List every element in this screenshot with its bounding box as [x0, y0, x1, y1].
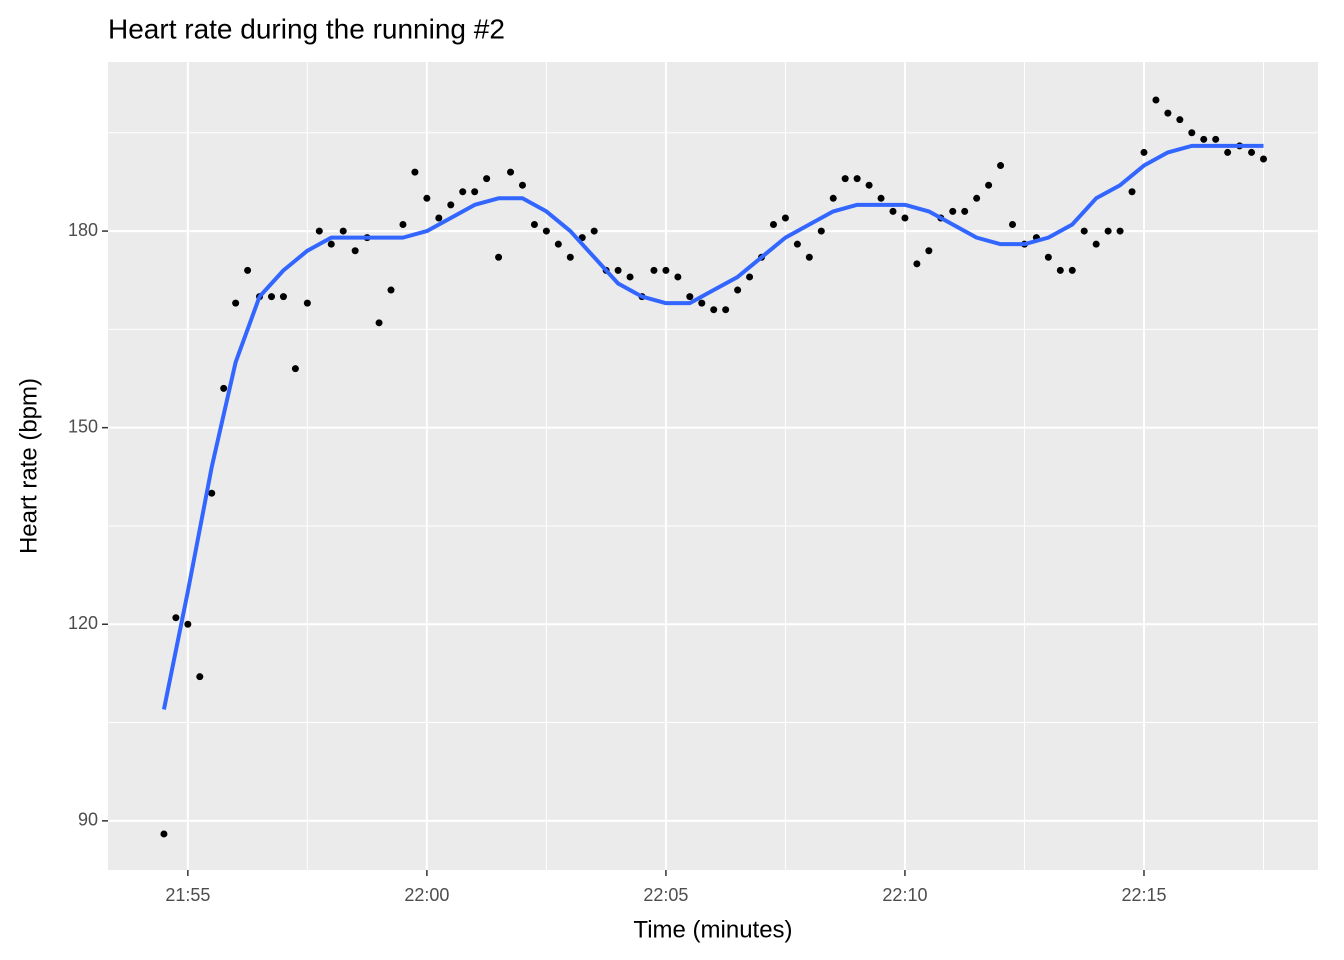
chart-title: Heart rate during the running #2 [108, 13, 505, 44]
data-point [997, 162, 1005, 170]
data-point [518, 181, 526, 189]
data-point [184, 620, 192, 628]
data-point [423, 194, 431, 202]
x-tick-label: 22:05 [643, 885, 688, 905]
data-point [495, 253, 503, 261]
data-point [447, 201, 455, 209]
data-point [1068, 266, 1076, 274]
data-point [459, 188, 467, 196]
data-point [901, 214, 909, 222]
y-tick-label: 120 [68, 613, 98, 633]
data-point [291, 365, 299, 373]
data-point [985, 181, 993, 189]
data-point [542, 227, 550, 235]
x-tick-label: 22:15 [1121, 885, 1166, 905]
data-point [351, 247, 359, 255]
data-point [1128, 188, 1136, 196]
x-tick-label: 22:00 [404, 885, 449, 905]
data-point [925, 247, 933, 255]
data-point [566, 253, 574, 261]
data-point [913, 260, 921, 268]
data-point [399, 221, 407, 229]
data-point [841, 175, 849, 183]
data-point [244, 266, 252, 274]
data-point [650, 266, 658, 274]
data-point [303, 299, 311, 307]
data-point [1104, 227, 1112, 235]
data-point [1224, 148, 1232, 156]
data-point [1188, 129, 1196, 137]
data-point [865, 181, 873, 189]
data-point [889, 207, 897, 215]
data-point [1212, 135, 1220, 143]
data-point [781, 214, 789, 222]
data-point [435, 214, 443, 222]
data-point [829, 194, 837, 202]
data-point [172, 614, 180, 622]
data-point [483, 175, 491, 183]
data-point [160, 830, 168, 838]
data-point [769, 221, 777, 229]
y-tick-label: 90 [78, 810, 98, 830]
data-point [722, 306, 730, 314]
data-point [949, 207, 957, 215]
data-point [1140, 148, 1148, 156]
data-point [662, 266, 670, 274]
data-point [877, 194, 885, 202]
smooth-line [161, 143, 1264, 710]
data-point [554, 240, 562, 248]
data-point [1200, 135, 1208, 143]
data-point [411, 168, 419, 176]
data-point [1116, 227, 1124, 235]
data-point [590, 227, 598, 235]
data-point [710, 306, 718, 314]
data-point [232, 299, 240, 307]
data-point [626, 273, 634, 281]
data-point [387, 286, 395, 294]
data-point [196, 673, 204, 681]
data-point [1080, 227, 1088, 235]
data-point [698, 299, 706, 307]
data-point [746, 273, 754, 281]
data-point [817, 227, 825, 235]
data-point [1248, 148, 1256, 156]
y-tick-label: 180 [68, 220, 98, 240]
data-point [1056, 266, 1064, 274]
data-point [315, 227, 323, 235]
data-point [507, 168, 515, 176]
data-point [686, 293, 694, 301]
data-point [805, 253, 813, 261]
data-point [268, 293, 276, 301]
data-point [734, 286, 742, 294]
data-point [1009, 221, 1017, 229]
data-point [530, 221, 538, 229]
data-point [279, 293, 287, 301]
data-point [1164, 109, 1172, 117]
data-point [793, 240, 801, 248]
y-axis-label: Heart rate (bpm) [15, 378, 42, 554]
x-tick-label: 21:55 [165, 885, 210, 905]
data-point [1176, 116, 1184, 124]
data-point [327, 240, 335, 248]
data-point [1044, 253, 1052, 261]
data-point [973, 194, 981, 202]
y-tick-label: 150 [68, 416, 98, 436]
data-point [674, 273, 682, 281]
data-point [1092, 240, 1100, 248]
data-point [614, 266, 622, 274]
data-point [853, 175, 861, 183]
plot-panel [108, 62, 1318, 870]
data-point [375, 319, 383, 327]
data-point [208, 489, 216, 497]
x-tick-label: 22:10 [882, 885, 927, 905]
data-point [220, 384, 228, 392]
data-point [339, 227, 347, 235]
data-point [1259, 155, 1267, 163]
data-point [471, 188, 479, 196]
data-point [1152, 96, 1160, 104]
x-axis-label: Time (minutes) [633, 916, 792, 943]
data-point [961, 207, 969, 215]
